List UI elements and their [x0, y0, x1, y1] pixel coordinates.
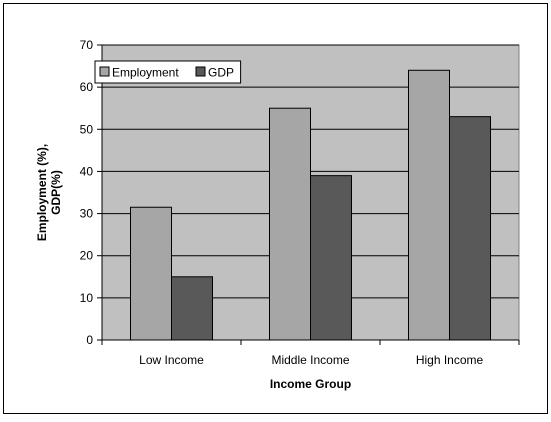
bar-gdp-1 — [171, 276, 213, 341]
x-category-label: Low Income — [139, 353, 204, 367]
bar-employment-2 — [269, 107, 311, 341]
legend-label-employment: Employment — [112, 66, 179, 80]
legend-swatch-employment — [99, 66, 110, 77]
y-tick-label: 60 — [80, 80, 94, 94]
y-axis-title-line: Employment (%), — [35, 144, 49, 241]
y-axis-title: Employment (%),GDP(%) — [35, 144, 63, 241]
y-tick-label: 20 — [80, 249, 94, 263]
legend-label-gdp: GDP — [208, 66, 234, 80]
legend: Employment GDP — [94, 60, 242, 84]
y-tick-label: 70 — [80, 38, 94, 52]
y-tick-label: 0 — [86, 333, 93, 347]
axes: 0 10 20 30 40 50 60 70 Low Income Middle Income Hi… — [80, 38, 520, 367]
bar-employment-3 — [408, 69, 450, 341]
bar-employment-1 — [130, 206, 172, 341]
bar-gdp-2 — [310, 175, 352, 341]
x-category-label: High Income — [416, 353, 484, 367]
x-category-label: Middle Income — [271, 353, 349, 367]
bars — [130, 69, 491, 341]
x-axis-title: Income Group — [270, 377, 351, 391]
y-tick-label: 50 — [80, 122, 94, 136]
y-tick-label: 10 — [80, 291, 94, 305]
y-tick-label: 30 — [80, 207, 94, 221]
legend-swatch-gdp — [195, 66, 206, 77]
bar-gdp-3 — [449, 116, 491, 341]
y-tick-label: 40 — [80, 164, 94, 178]
y-axis-title-line: GDP(%) — [49, 170, 63, 215]
